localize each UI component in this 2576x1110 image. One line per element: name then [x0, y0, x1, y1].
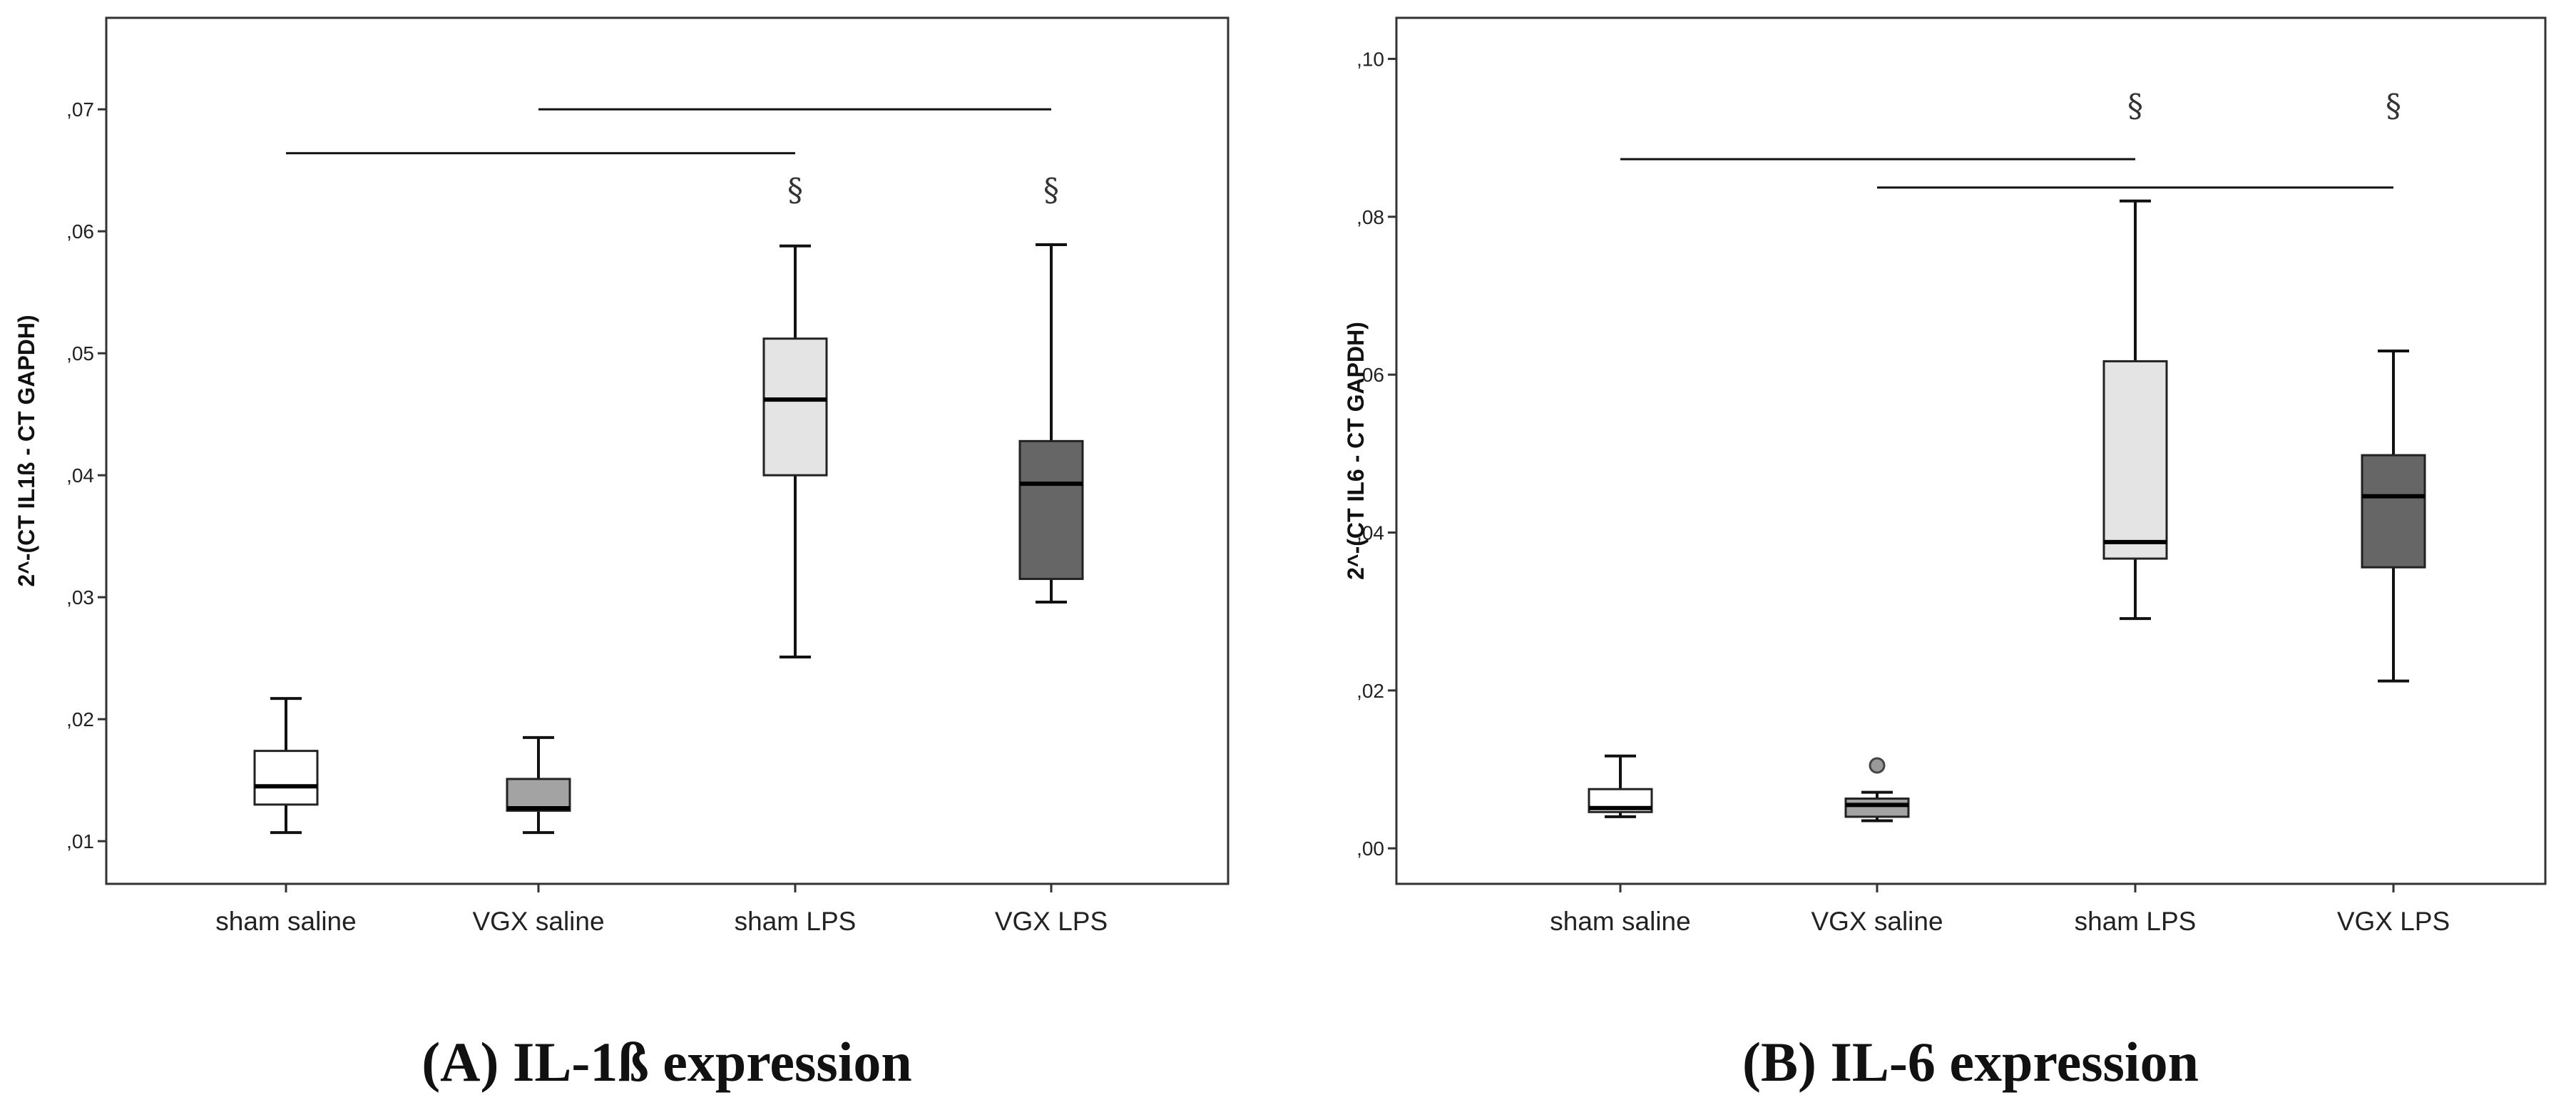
y-tick-label: ,03 — [66, 586, 94, 609]
iqr-box — [762, 337, 828, 477]
box-0 — [1588, 754, 1653, 818]
iqr-box — [253, 750, 319, 806]
box-1 — [1844, 790, 1910, 823]
category-label: sham LPS — [735, 907, 857, 936]
category-label: sham saline — [1550, 907, 1690, 936]
iqr-box — [2102, 360, 2168, 560]
category-label: sham saline — [215, 907, 356, 936]
y-tick-label: ,10 — [1356, 49, 1384, 71]
y-tick-label: ,07 — [66, 98, 94, 121]
box-2 — [762, 244, 828, 658]
outlier-point — [1869, 757, 1886, 774]
y-tick-label: ,04 — [1356, 522, 1384, 544]
panel-b-il6: ,00 ,02 ,04 ,06 ,08 ,10 2^-(CT IL6 - CT GAPDH)… — [1343, 16, 2547, 1093]
category-label: VGX saline — [472, 907, 604, 936]
box-0 — [253, 697, 319, 835]
category-label: sham LPS — [2075, 907, 2197, 936]
y-tick-label: ,06 — [1356, 364, 1384, 386]
y-tick-label: ,08 — [1356, 206, 1384, 228]
box-2 — [2102, 199, 2168, 621]
y-axis-label: 2^-(CT IL6 - CT GAPDH) — [1343, 322, 1369, 580]
significance-symbol: § — [2386, 88, 2401, 124]
plot-frame — [105, 16, 1230, 885]
iqr-box — [506, 778, 571, 812]
box-3 — [2361, 350, 2426, 683]
y-tick-label: ,06 — [66, 220, 94, 243]
category-label: VGX LPS — [2337, 907, 2450, 936]
iqr-box — [2361, 454, 2426, 569]
category-label: VGX LPS — [995, 907, 1108, 936]
significance-symbol: § — [787, 172, 803, 208]
y-tick-label: ,02 — [66, 708, 94, 730]
panel-a-il1b: ,01 ,02 ,03 ,04 ,05 ,06 ,07 2^-(CT IL1ß - CT GA… — [14, 16, 1230, 1093]
category-label: VGX saline — [1811, 907, 1943, 936]
significance-symbol: § — [2127, 88, 2143, 124]
significance-symbol: § — [1043, 172, 1059, 208]
iqr-box — [1018, 439, 1084, 581]
y-tick-label: ,05 — [66, 342, 94, 365]
box-1 — [506, 735, 571, 835]
y-tick-label: ,04 — [66, 464, 94, 487]
panel-caption: (A) IL-1ß expression — [421, 1031, 912, 1093]
y-tick-label: ,02 — [1356, 680, 1384, 702]
plot-frame — [1395, 16, 2547, 885]
iqr-box — [1844, 797, 1910, 818]
y-axis-label: 2^-(CT IL1ß - CT GAPDH) — [14, 315, 39, 586]
y-tick-label: ,01 — [66, 830, 94, 852]
y-tick-label: ,00 — [1356, 837, 1384, 860]
panel-caption: (B) IL-6 expression — [1742, 1031, 2199, 1093]
box-3 — [1018, 243, 1084, 604]
